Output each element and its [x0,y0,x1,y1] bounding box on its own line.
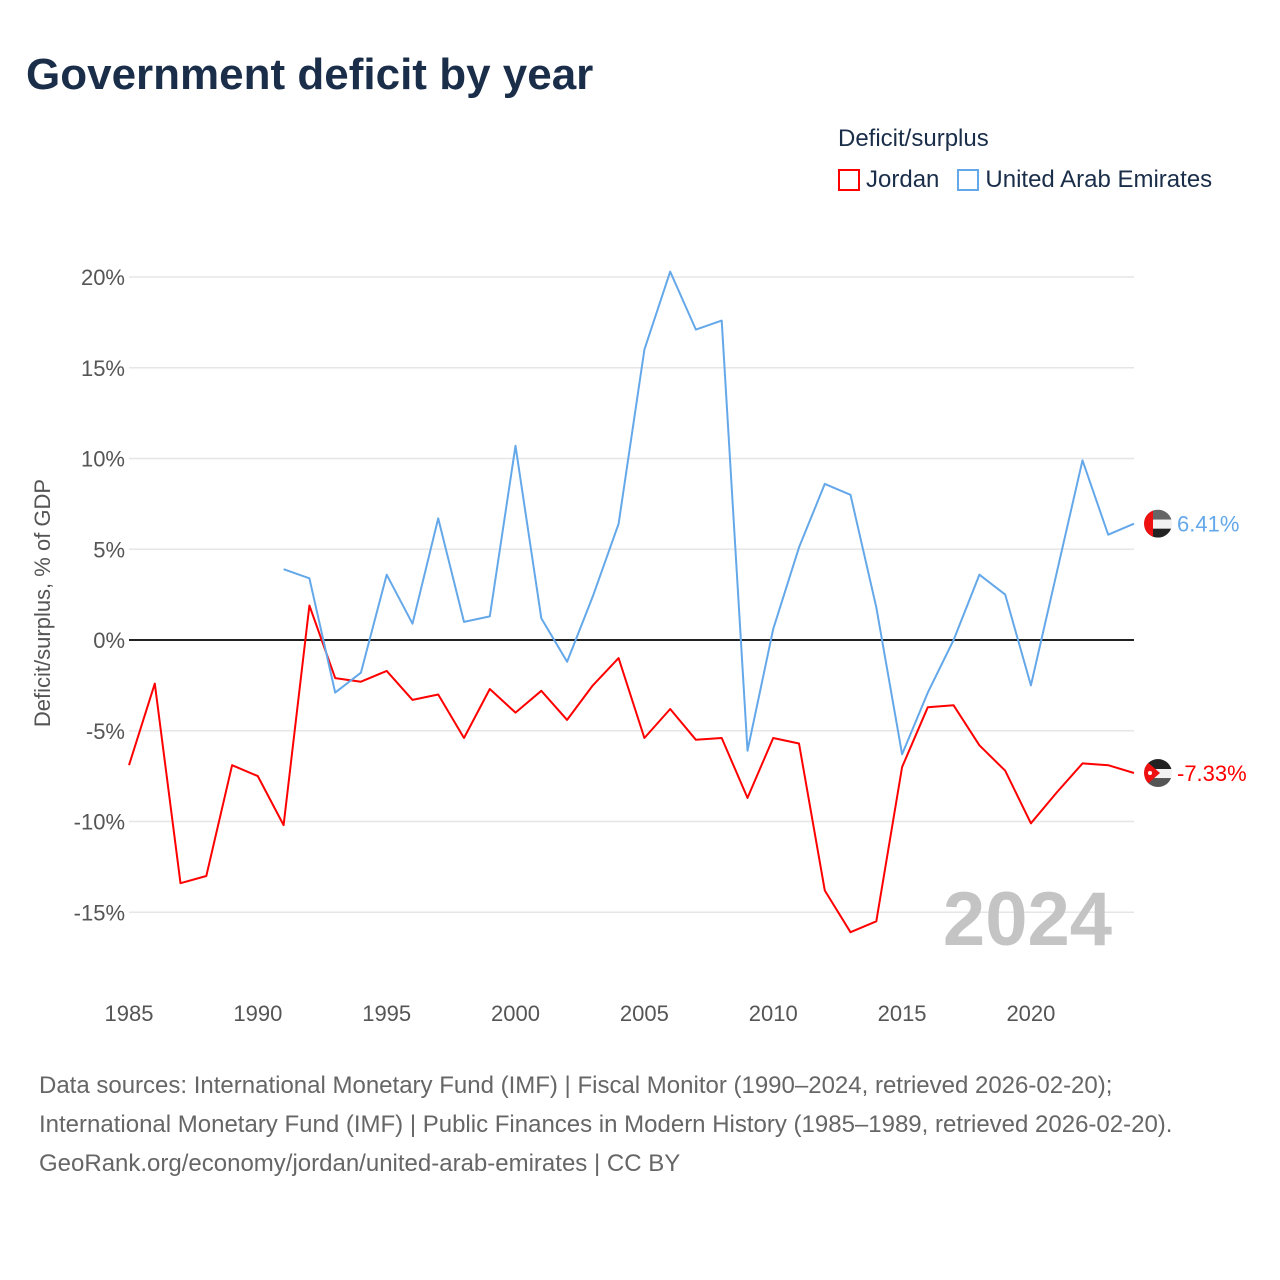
x-tick-label: 2000 [491,1001,540,1026]
end-value-label: 6.41% [1177,512,1239,537]
x-tick-label: 1995 [362,1001,411,1026]
x-tick-label: 2020 [1006,1001,1055,1026]
series-line-uae [283,270,1135,756]
legend-swatch-jordan [838,169,860,191]
x-tick-label: 2015 [878,1001,927,1026]
y-tick-label: 15% [81,356,125,381]
footer: Data sources: International Monetary Fun… [39,1066,1239,1183]
legend: Jordan United Arab Emirates [838,166,1212,194]
x-tick-label: 2010 [749,1001,798,1026]
uae-flag-icon [1144,509,1172,538]
series-line-jordan [128,604,1135,934]
y-tick-label: 10% [81,447,125,472]
legend-item-jordan[interactable]: Jordan [838,166,939,194]
y-axis-label: Deficit/surplus, % of GDP [30,479,55,727]
legend-label: Jordan [866,166,940,193]
legend-item-uae[interactable]: United Arab Emirates [957,166,1212,194]
x-tick-label: 1990 [233,1001,282,1026]
x-tick-label: 1985 [105,1001,154,1026]
jordan-flag-icon [1144,759,1172,788]
y-tick-label: -5% [86,719,125,744]
y-tick-label: -15% [74,900,125,925]
x-tick-label: 2005 [620,1001,669,1026]
legend-label: United Arab Emirates [985,166,1213,193]
legend-title: Deficit/surplus [838,125,989,152]
data-sources: Data sources: International Monetary Fun… [39,1072,1173,1138]
page-title: Government deficit by year [26,50,594,99]
year-watermark: 2024 [943,877,1112,962]
legend-swatch-uae [957,169,980,191]
plot-area: 20% 15% 10% 5% 0% -5% -10% -15% 1985 1990 1995 2000… [30,265,1247,1026]
end-value-label: -7.33% [1177,761,1247,786]
y-tick-label: 20% [81,265,125,290]
y-tick-label: 5% [93,537,125,562]
y-tick-label: -10% [74,810,125,835]
source-link[interactable]: GeoRank.org/economy/jordan/united-arab-e… [39,1150,681,1177]
y-tick-label: 0% [93,628,125,653]
